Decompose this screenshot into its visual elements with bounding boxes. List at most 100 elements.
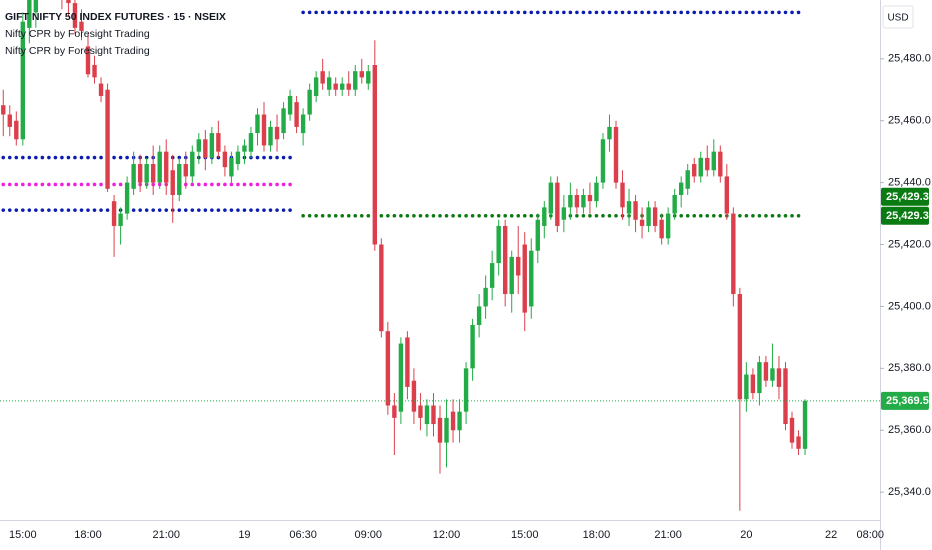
candle-body <box>607 126 612 140</box>
x-tick-label: 09:00 <box>355 529 383 541</box>
candle-body <box>281 108 286 134</box>
candle-body <box>66 0 71 4</box>
candle-body <box>476 306 482 325</box>
x-tick-label: 15:00 <box>511 529 539 541</box>
level-label-box <box>881 187 929 206</box>
candle-body <box>463 368 469 412</box>
currency-box[interactable] <box>882 5 914 29</box>
candle-body <box>672 195 677 214</box>
candle-body <box>366 71 371 84</box>
candle-body <box>216 133 221 152</box>
candle-body <box>516 256 521 276</box>
candle-body <box>353 71 358 90</box>
candle-body <box>718 151 723 177</box>
indicator-label[interactable]: Nifty CPR by Foresight Trading <box>5 28 150 40</box>
candle-body <box>587 195 593 202</box>
candle-body <box>131 164 136 189</box>
x-tick-label: 19 <box>238 529 250 541</box>
candle-body <box>659 219 664 239</box>
candle-body <box>255 114 260 134</box>
candle-body <box>574 195 580 208</box>
candle-body <box>789 417 795 443</box>
candle-body <box>398 343 404 412</box>
candle-body <box>626 201 632 214</box>
candle-body <box>294 102 299 127</box>
candle-body <box>20 21 26 140</box>
candle-body <box>196 139 202 152</box>
currency: USD <box>887 13 908 24</box>
candle-body <box>85 46 91 75</box>
candle-body <box>1 105 6 115</box>
candle-body <box>509 256 514 295</box>
level-label: 25,429.3 <box>886 191 929 203</box>
candle-body <box>268 126 273 146</box>
candle-body <box>698 157 703 177</box>
candle-body <box>548 182 554 214</box>
candle-body <box>483 287 488 307</box>
candle-body <box>431 405 436 425</box>
x-tick-label: 20 <box>740 529 752 541</box>
x-tick-label: 08:00 <box>856 529 884 541</box>
candle-body <box>33 0 39 13</box>
candle-body <box>183 164 188 177</box>
candle-body <box>372 65 378 245</box>
candle-body <box>783 368 788 425</box>
candle-body <box>320 71 325 84</box>
candle-body <box>92 65 97 78</box>
candle-body <box>457 411 462 431</box>
candle-body <box>594 182 599 202</box>
y-tick-label: 25,380.0 <box>888 362 931 374</box>
candle-body <box>300 114 306 134</box>
x-tick-label: 06:30 <box>289 529 317 541</box>
candle-body <box>222 151 228 168</box>
candle-body <box>496 225 501 264</box>
candle-body <box>555 182 560 226</box>
label-layer: 25,340.0 25,360.0 25,380.0 25,400.0 25,420.0… <box>881 53 931 498</box>
candle-body <box>248 133 254 152</box>
candle-body <box>346 83 351 90</box>
candle-body <box>359 71 364 78</box>
candle-body <box>209 133 215 158</box>
y-tick-label: 25,440.0 <box>888 177 931 189</box>
candle-body <box>763 362 769 381</box>
candle-body <box>796 436 801 449</box>
y-tick-label: 25,340.0 <box>888 486 931 498</box>
candle-body <box>692 164 697 177</box>
candle-body <box>444 417 449 443</box>
indicator-label[interactable]: Nifty CPR by Foresight Trading <box>5 45 150 57</box>
candle-body <box>307 89 312 115</box>
candle-body <box>190 151 195 177</box>
candle-body <box>157 151 162 183</box>
candle-body <box>750 374 756 394</box>
level-label: 25,429.3 <box>886 210 929 222</box>
candle-body <box>79 21 84 31</box>
candle-body <box>98 83 104 96</box>
candle-body <box>561 207 567 220</box>
y-tick-label: 25,480.0 <box>888 53 931 65</box>
candle-body <box>235 151 241 165</box>
candle-body <box>7 114 12 127</box>
y-tick-label: 25,360.0 <box>888 424 931 436</box>
candle-body <box>529 250 534 307</box>
candle-body <box>405 337 410 387</box>
x-tick-label: 22 <box>825 529 837 541</box>
candle-body <box>542 207 547 226</box>
candle-body <box>261 114 267 146</box>
candle-body <box>652 207 658 226</box>
candle-body <box>333 83 338 90</box>
candle-body <box>437 417 443 443</box>
level-label-box <box>881 206 929 225</box>
candle-body <box>535 219 540 251</box>
candle-body <box>744 374 749 400</box>
candle-body <box>802 400 808 449</box>
y-tick-label: 25,400.0 <box>888 300 931 312</box>
x-tick-label: 12:00 <box>433 529 461 541</box>
candle-body <box>450 411 456 431</box>
candle-body <box>581 195 586 208</box>
candle-body <box>150 164 156 183</box>
candle-body <box>274 126 280 140</box>
candle-body <box>313 77 319 96</box>
candle-body <box>705 157 710 171</box>
